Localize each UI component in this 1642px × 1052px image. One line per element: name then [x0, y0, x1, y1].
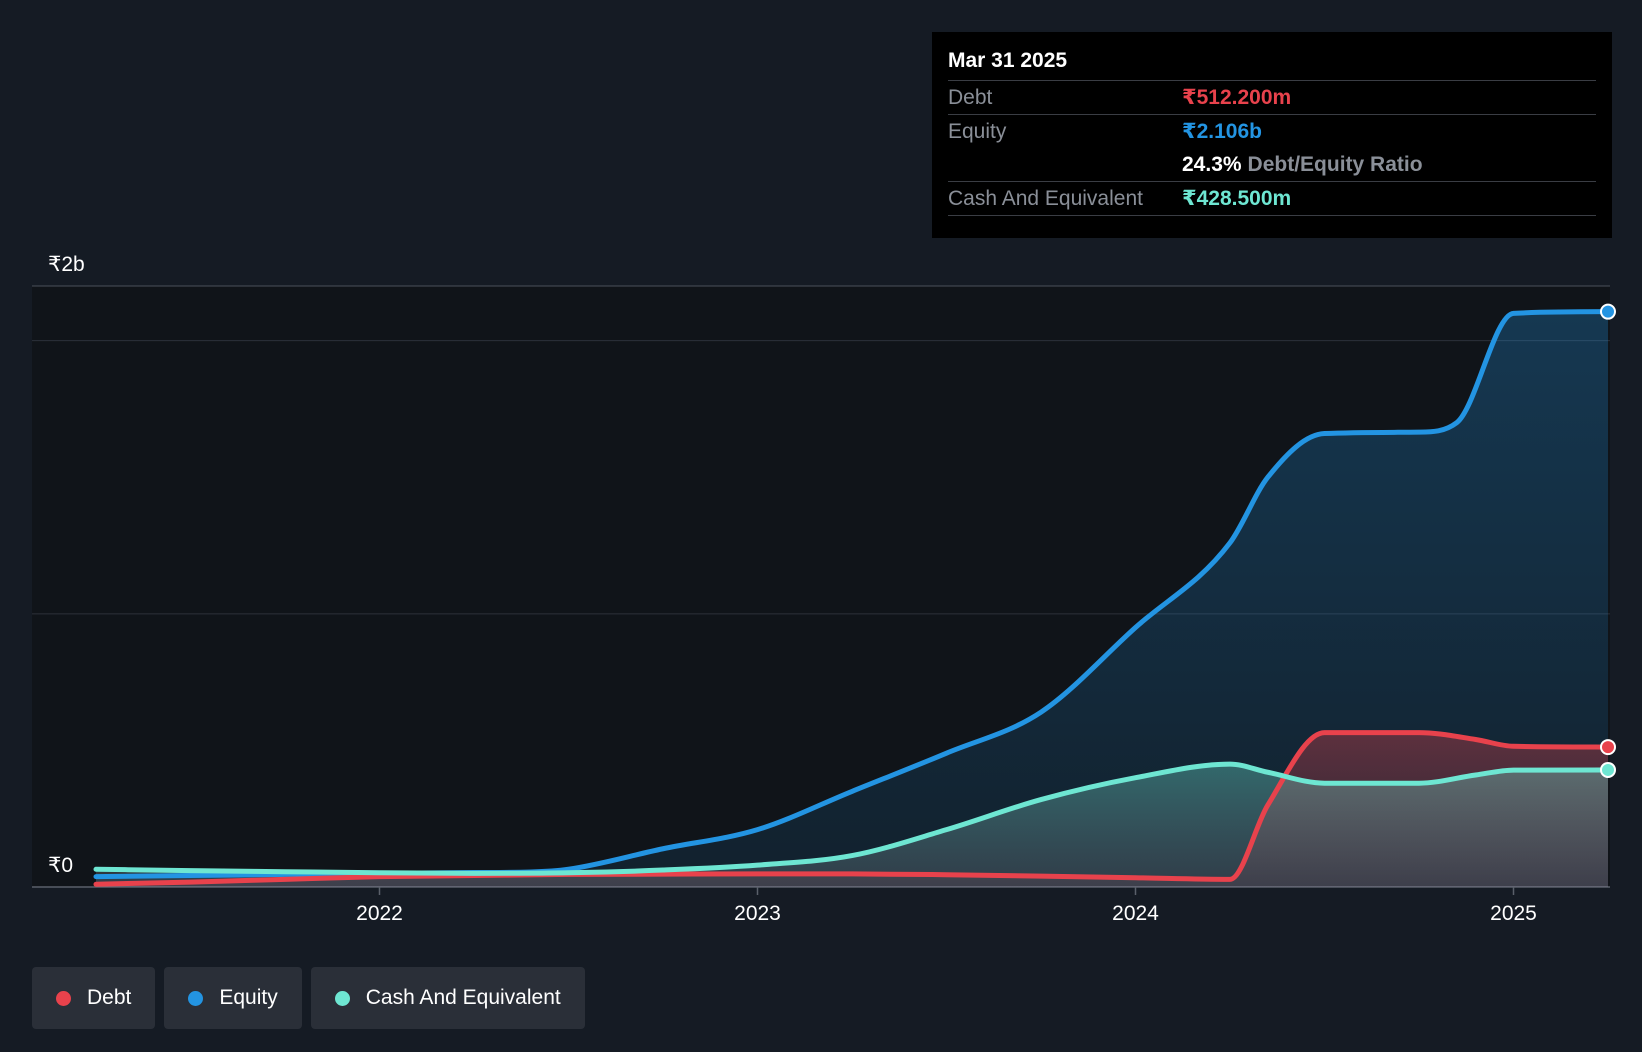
- equity-dot-icon: [188, 990, 204, 1006]
- endpoint-debt: [1600, 739, 1616, 756]
- tooltip-equity-row: Equity ₹2.106b: [948, 114, 1596, 148]
- tooltip-equity-value: ₹2.106b: [1182, 120, 1262, 143]
- tooltip-cash-value: ₹428.500m: [1182, 187, 1292, 210]
- legend: Debt Equity Cash And Equivalent: [32, 967, 585, 1029]
- y-tick-label-2200: ₹2b: [48, 253, 85, 276]
- tooltip-debt-row: Debt ₹512.200m: [948, 80, 1596, 114]
- series-endpoints: [1600, 303, 1616, 778]
- x-tick-label-2025: 2025: [1490, 902, 1537, 925]
- area-equity: [96, 311, 1608, 887]
- tooltip-debt-value: ₹512.200m: [1182, 86, 1292, 109]
- tooltip-ratio-row: 24.3% Debt/Equity Ratio: [948, 148, 1596, 181]
- y-tick-label-0: ₹0: [48, 854, 73, 877]
- tooltip-cash-label: Cash And Equivalent: [948, 186, 1143, 210]
- area-cash: [96, 764, 1608, 887]
- legend-equity-label: Equity: [219, 986, 278, 1009]
- tooltip-ratio-label: Debt/Equity Ratio: [1247, 152, 1423, 176]
- endpoint-equity: [1600, 303, 1616, 320]
- legend-debt-label: Debt: [87, 986, 132, 1009]
- tooltip-ratio-value: 24.3%: [1182, 152, 1242, 176]
- series-areas: [96, 311, 1608, 887]
- x-tick-label-2024: 2024: [1112, 902, 1159, 925]
- line-cash: [93, 761, 1611, 876]
- x-tick-label-2022: 2022: [356, 902, 403, 925]
- endpoint-cash: [1600, 761, 1616, 778]
- legend-item-debt[interactable]: Debt: [32, 967, 156, 1029]
- line-debt: [93, 730, 1611, 887]
- legend-item-cash[interactable]: Cash And Equivalent: [310, 967, 585, 1029]
- cash-dot-icon: [334, 990, 350, 1006]
- x-axis: 2022 2023 2024 2025: [356, 887, 1537, 925]
- x-tick-label-2023: 2023: [734, 902, 781, 925]
- tooltip-debt-label: Debt: [948, 85, 993, 109]
- tooltip-cash-row: Cash And Equivalent ₹428.500m: [948, 181, 1596, 216]
- tooltip-equity-label: Equity: [948, 119, 1007, 143]
- legend-item-equity[interactable]: Equity: [164, 967, 302, 1029]
- legend-cash-label: Cash And Equivalent: [365, 986, 561, 1009]
- debt-dot-icon: [56, 990, 71, 1006]
- tooltip-date: Mar 31 2025: [948, 49, 1068, 72]
- series-lines: [93, 309, 1611, 887]
- tooltip: Mar 31 2025 Debt ₹512.200m Equity ₹2.106…: [932, 32, 1612, 238]
- y-axis: ₹0 ₹2b: [48, 253, 85, 877]
